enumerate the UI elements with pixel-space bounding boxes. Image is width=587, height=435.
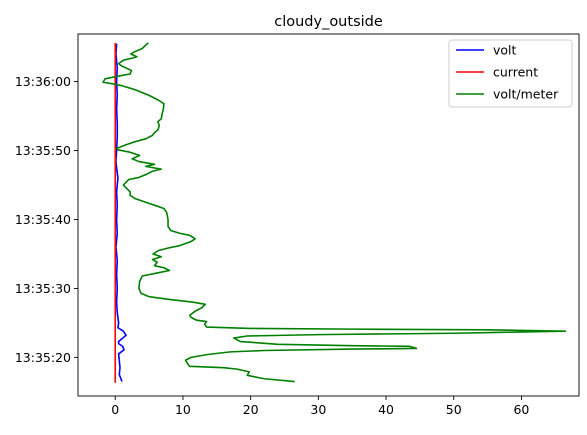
x-tick-label: 30 [310, 402, 326, 417]
legend-label-volt: volt [493, 43, 517, 58]
y-tick-label: 13:36:00 [15, 74, 71, 89]
legend-label-current: current [493, 65, 538, 80]
x-tick-label: 40 [378, 402, 394, 417]
legend-label-volt-meter: volt/meter [493, 87, 559, 102]
x-tick-label: 0 [111, 402, 119, 417]
legend: volt current volt/meter [449, 40, 572, 107]
x-tick-label: 50 [446, 402, 462, 417]
series-line-volt [116, 44, 126, 382]
x-tick-label: 60 [513, 402, 529, 417]
x-tick-label: 10 [175, 402, 191, 417]
axes: 0 10 20 30 40 50 60 13:35:20 13:35:30 13:35:40 13:… [15, 74, 530, 417]
y-tick-label: 13:35:20 [15, 350, 71, 365]
y-tick-label: 13:35:40 [15, 212, 71, 227]
chart-title: cloudy_outside [274, 14, 383, 30]
y-tick-label: 13:35:30 [15, 281, 71, 296]
x-tick-label: 20 [243, 402, 259, 417]
y-tick-label: 13:35:50 [15, 143, 71, 158]
